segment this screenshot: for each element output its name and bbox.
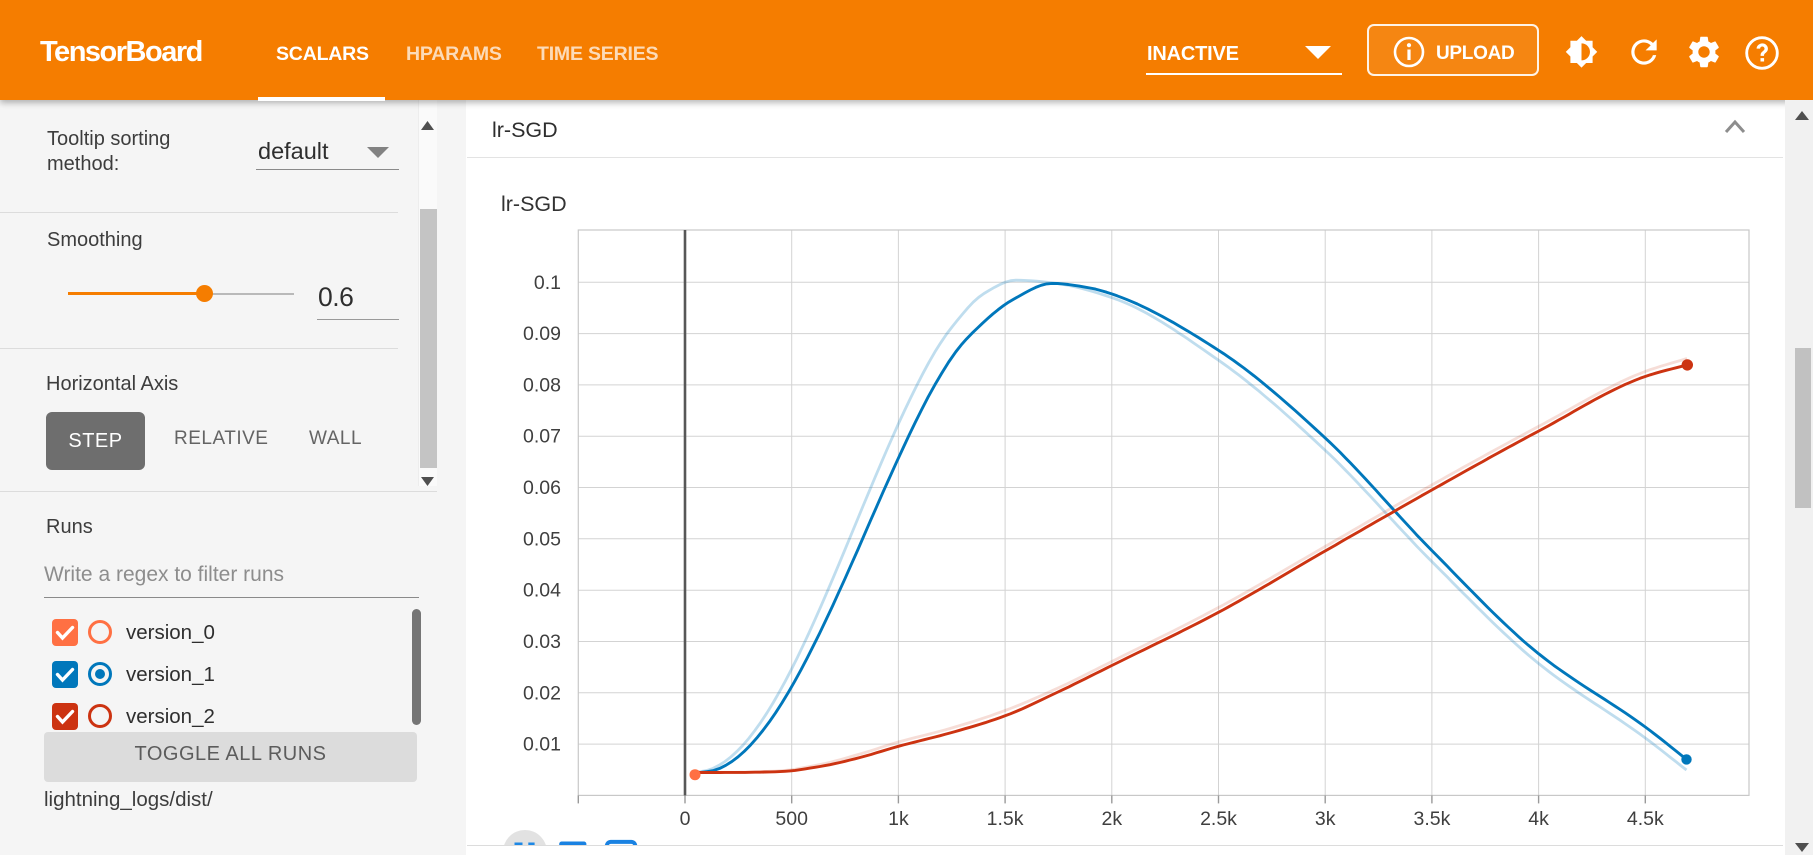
svg-text:2.5k: 2.5k	[1200, 808, 1237, 830]
svg-text:0: 0	[680, 808, 691, 830]
svg-text:1k: 1k	[888, 808, 909, 830]
svg-text:500: 500	[775, 808, 808, 830]
svg-text:0.06: 0.06	[523, 477, 561, 499]
svg-text:4k: 4k	[1528, 808, 1549, 830]
svg-text:0.07: 0.07	[523, 426, 561, 448]
svg-text:0.08: 0.08	[523, 374, 561, 396]
svg-text:3.5k: 3.5k	[1413, 808, 1450, 830]
svg-text:1.5k: 1.5k	[987, 808, 1024, 830]
svg-text:2k: 2k	[1101, 808, 1122, 830]
svg-text:3k: 3k	[1315, 808, 1336, 830]
svg-text:0.05: 0.05	[523, 528, 561, 550]
svg-text:0.04: 0.04	[523, 580, 561, 602]
svg-text:0.02: 0.02	[523, 682, 561, 704]
svg-text:0.03: 0.03	[523, 631, 561, 653]
svg-text:0.09: 0.09	[523, 323, 561, 345]
svg-text:4.5k: 4.5k	[1627, 808, 1664, 830]
svg-text:0.1: 0.1	[534, 272, 561, 294]
svg-text:0.01: 0.01	[523, 734, 561, 756]
